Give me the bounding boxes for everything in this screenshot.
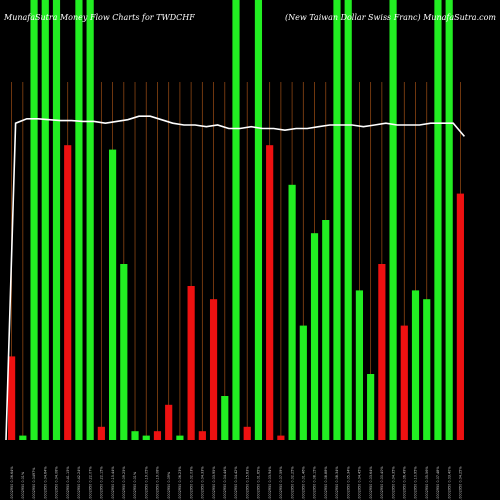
- x-tick-label-27: 0.0002950 0.08.15%: [313, 466, 317, 500]
- bar-27: [310, 233, 319, 440]
- money-flow-line: [5, 115, 466, 441]
- x-tick-label-2: 0.0002950 0.0497%: [32, 467, 36, 500]
- bar-33: [378, 264, 386, 440]
- x-tick-label-6: 0.0002950 0.42.24%: [77, 466, 81, 500]
- bar-23: [266, 145, 274, 440]
- bar-32: [367, 374, 375, 440]
- bar-5: [64, 145, 72, 440]
- x-tick-label-5: 0.0002950 0.41.15%: [66, 466, 70, 500]
- bar-4: [52, 0, 61, 440]
- x-tick-labels: 0.0002950 0.06.64% 0.0002950 0.01% 0.00029…: [10, 466, 463, 500]
- chart-title-left: MunafaSutra Money Flow Charts for TWDCHF: [3, 13, 195, 22]
- line-series: [5, 115, 466, 441]
- bar-37: [423, 299, 431, 440]
- bar-28: [322, 220, 330, 440]
- x-tick-label-30: 0.0002950 0.05.34%: [346, 466, 350, 500]
- x-tick-label-38: 0.0002950 0.07.48%: [436, 466, 440, 500]
- bar-8: [97, 426, 105, 440]
- bar-26: [299, 325, 307, 440]
- bar-29: [333, 0, 341, 440]
- bar-12: [142, 435, 150, 440]
- bar-17: [198, 431, 206, 440]
- x-tick-label-31: 0.0002950 0.04.45%: [358, 466, 362, 500]
- bar-16: [187, 286, 195, 440]
- x-tick-label-13: 0.0002950 0.19.08%: [156, 466, 160, 500]
- bar-10: [120, 264, 128, 440]
- bar-18: [209, 299, 218, 440]
- bar-14: [165, 404, 173, 440]
- x-tick-label-7: 0.0002950 0.22.07%: [88, 466, 92, 500]
- bar-22: [254, 0, 263, 440]
- bar-30: [344, 0, 352, 440]
- x-tick-label-8: 0.0002950 0.22.15%: [100, 466, 104, 500]
- x-tick-label-17: 0.0002950 0.04.33%: [201, 466, 205, 500]
- bar-19: [221, 396, 229, 440]
- x-tick-label-34: 0.0002950 0.04.35%: [391, 466, 395, 500]
- x-tick-label-36: 0.0002950 0.10.95%: [414, 466, 418, 500]
- bar-7: [86, 0, 94, 440]
- x-tick-label-40: 0.0002950 0.04.25%: [459, 466, 463, 500]
- bar-40: [456, 193, 464, 440]
- x-tick-label-15: 0.0002950 0.06.23%: [178, 466, 182, 500]
- x-tick-label-11: 0.0002950 0.01%: [133, 471, 137, 500]
- x-tick-label-0: 0.0002950 0.06.64%: [10, 466, 14, 500]
- bar-38: [434, 0, 442, 440]
- bar-3: [41, 0, 49, 440]
- x-tick-label-18: 0.0002950 0.03.95%: [212, 466, 216, 500]
- bar-36: [411, 290, 420, 440]
- x-tick-label-10: 0.0002950 0.09.25%: [122, 466, 126, 500]
- x-tick-label-3: 0.0002950 0.04.64%: [43, 466, 47, 500]
- x-tick-label-28: 0.0002950 0.08.88%: [324, 466, 328, 500]
- x-tick-label-14: 0.0002950 0.09%: [167, 471, 171, 500]
- bar-11: [131, 431, 139, 440]
- bar-39: [445, 0, 453, 440]
- bar-25: [288, 184, 296, 440]
- bar-24: [277, 435, 285, 440]
- x-tick-label-12: 0.0002950 0.19.05%: [144, 466, 148, 500]
- bar-1: [19, 435, 27, 440]
- bar-21: [243, 426, 251, 440]
- x-tick-label-24: 0.0002950 0.07.59%: [279, 466, 283, 500]
- bar-6: [75, 0, 83, 440]
- x-tick-label-19: 0.0002950 0.04.44%: [223, 466, 227, 500]
- x-tick-label-9: 0.0002950 0.15.44%: [111, 466, 115, 500]
- x-tick-label-32: 0.0002950 0.03.64%: [369, 466, 373, 500]
- bar-35: [400, 325, 408, 440]
- x-tick-label-33: 0.0002950 0.00.40%: [380, 466, 384, 500]
- x-tick-label-22: 0.0002950 0.01.65%: [257, 466, 261, 500]
- x-tick-label-39: 0.0002950 0.03.40%: [447, 466, 451, 500]
- bar-9: [108, 149, 117, 440]
- bar-13: [153, 431, 162, 440]
- bars: [8, 0, 464, 440]
- bar-0: [8, 356, 16, 440]
- bar-15: [176, 435, 184, 440]
- x-tick-label-29: 0.0002950 0.08.34%: [335, 466, 339, 500]
- chart-title-right: (New Taiwan Dollar Swiss Franc) MunafaSu…: [285, 13, 496, 22]
- bar-34: [389, 0, 397, 440]
- x-tick-label-20: 0.0002950 0.04.42%: [234, 466, 238, 500]
- x-tick-label-21: 0.0002950 0.15.63%: [245, 466, 249, 500]
- bar-20: [232, 0, 240, 440]
- x-tick-label-23: 0.0002950 0.03.94%: [268, 466, 272, 500]
- x-tick-label-1: 0.0002950 0.01%: [21, 471, 25, 500]
- x-tick-label-4: 0.0002950 0.04.08%: [55, 466, 59, 500]
- x-tick-label-37: 0.0002950 0.05.56%: [425, 466, 429, 500]
- bar-31: [355, 290, 364, 440]
- x-tick-label-26: 0.0002950 0.01.46%: [302, 466, 306, 500]
- x-tick-label-16: 0.0002950 0.02.03%: [189, 466, 193, 500]
- x-tick-label-35: 0.0002950 0.06.49%: [402, 466, 406, 500]
- x-tick-label-25: 0.0002950 0.02.25%: [290, 466, 294, 500]
- bar-2: [30, 0, 38, 440]
